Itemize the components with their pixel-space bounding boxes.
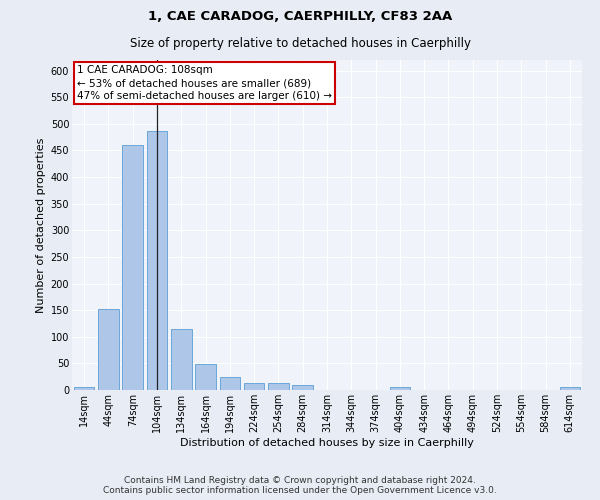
- Text: Size of property relative to detached houses in Caerphilly: Size of property relative to detached ho…: [130, 38, 470, 51]
- X-axis label: Distribution of detached houses by size in Caerphilly: Distribution of detached houses by size …: [180, 438, 474, 448]
- Bar: [74, 388, 94, 390]
- Bar: [122, 145, 143, 390]
- Text: Contains HM Land Registry data © Crown copyright and database right 2024.
Contai: Contains HM Land Registry data © Crown c…: [103, 476, 497, 495]
- Bar: [560, 388, 580, 390]
- Bar: [220, 376, 240, 390]
- Bar: [146, 131, 167, 390]
- Y-axis label: Number of detached properties: Number of detached properties: [37, 138, 46, 312]
- Text: 1, CAE CARADOG, CAERPHILLY, CF83 2AA: 1, CAE CARADOG, CAERPHILLY, CF83 2AA: [148, 10, 452, 23]
- Bar: [195, 364, 216, 390]
- Bar: [268, 383, 289, 390]
- Bar: [244, 382, 265, 390]
- Bar: [292, 385, 313, 390]
- Text: 1 CAE CARADOG: 108sqm
← 53% of detached houses are smaller (689)
47% of semi-det: 1 CAE CARADOG: 108sqm ← 53% of detached …: [77, 65, 332, 102]
- Bar: [389, 387, 410, 390]
- Bar: [98, 309, 119, 390]
- Bar: [171, 329, 191, 390]
